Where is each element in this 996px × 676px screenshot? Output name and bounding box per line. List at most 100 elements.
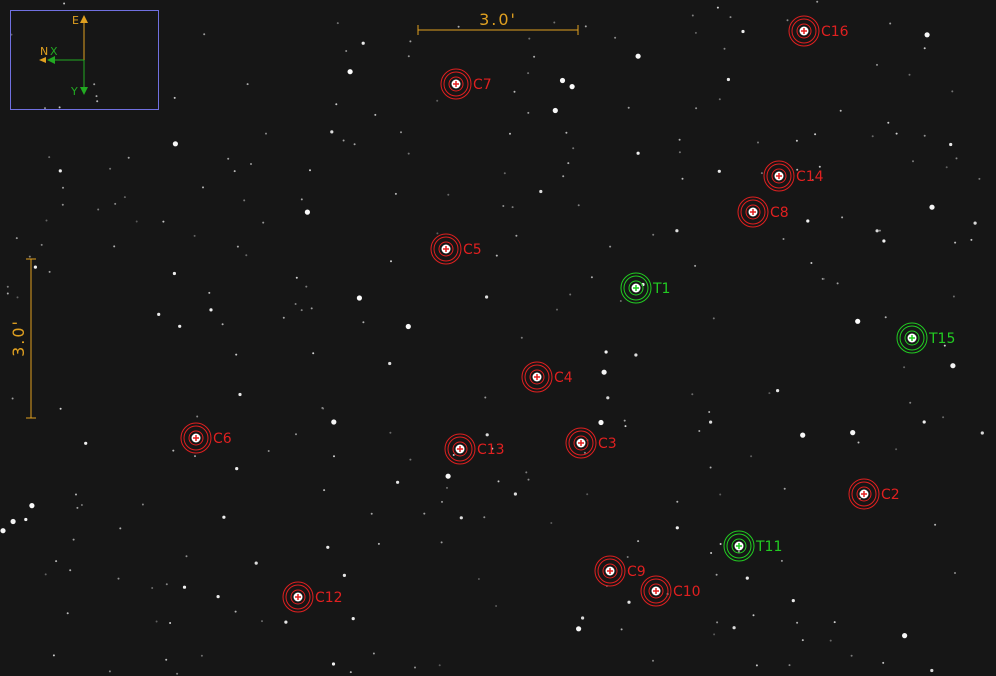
background-star xyxy=(713,633,716,636)
background-star xyxy=(48,270,51,273)
aperture-c5[interactable]: C5 xyxy=(430,233,482,265)
background-star xyxy=(737,550,740,553)
background-star xyxy=(157,312,161,316)
background-star xyxy=(902,633,908,639)
aperture-label: C5 xyxy=(463,242,482,258)
background-star xyxy=(567,162,570,165)
background-star xyxy=(396,480,400,484)
background-star xyxy=(606,396,610,400)
aperture-label: C8 xyxy=(770,205,789,221)
background-star xyxy=(24,517,28,522)
aperture-c12[interactable]: C12 xyxy=(282,581,343,613)
crosshair-icon xyxy=(193,435,199,441)
background-star xyxy=(930,668,934,673)
background-star xyxy=(300,309,303,312)
background-star xyxy=(114,202,117,205)
background-star xyxy=(760,172,763,175)
aperture-ring xyxy=(904,330,920,346)
background-star xyxy=(788,664,791,667)
aperture-c9[interactable]: C9 xyxy=(594,555,646,587)
crosshair-icon xyxy=(653,588,659,594)
background-star xyxy=(243,199,246,202)
background-star xyxy=(477,578,480,580)
background-star xyxy=(855,318,861,324)
background-star xyxy=(62,186,64,189)
background-star xyxy=(335,103,338,106)
background-star xyxy=(694,31,697,34)
aperture-c6[interactable]: C6 xyxy=(180,422,232,454)
background-star xyxy=(527,111,530,114)
background-star xyxy=(836,282,839,285)
background-star xyxy=(390,260,392,263)
background-star xyxy=(182,585,187,589)
background-star xyxy=(822,277,825,280)
background-star xyxy=(577,204,580,207)
background-star xyxy=(583,451,586,454)
background-star xyxy=(934,523,937,526)
aperture-ring xyxy=(726,533,752,559)
background-star xyxy=(407,55,410,58)
aperture-t15[interactable]: T15 xyxy=(896,322,955,354)
background-star xyxy=(841,216,844,219)
background-star xyxy=(262,221,265,224)
aperture-c4[interactable]: C4 xyxy=(521,361,573,393)
aperture-t11[interactable]: T11 xyxy=(723,530,782,562)
aperture-c8[interactable]: C8 xyxy=(737,196,789,228)
background-star xyxy=(553,21,556,24)
background-star xyxy=(356,295,362,301)
background-star xyxy=(342,573,346,578)
background-star xyxy=(203,33,206,36)
background-star xyxy=(719,543,722,545)
background-star xyxy=(331,662,336,666)
background-star xyxy=(796,621,799,624)
background-star xyxy=(58,169,62,173)
background-star xyxy=(400,131,402,134)
aperture-c7[interactable]: C7 xyxy=(440,68,492,100)
crosshair-icon xyxy=(457,446,463,452)
aperture-label: C7 xyxy=(473,77,492,93)
background-star xyxy=(857,441,860,444)
background-star xyxy=(710,552,713,554)
aperture-c3[interactable]: C3 xyxy=(565,427,617,459)
aperture-c14[interactable]: C14 xyxy=(763,160,824,192)
background-star xyxy=(955,157,958,160)
background-star xyxy=(10,518,16,525)
aperture-ring xyxy=(737,196,769,228)
background-star xyxy=(678,151,681,154)
background-star xyxy=(172,449,175,452)
background-star xyxy=(889,22,892,25)
background-star xyxy=(652,233,655,236)
background-star xyxy=(481,23,483,26)
background-star xyxy=(533,55,536,58)
background-star xyxy=(681,177,684,180)
aperture-c16[interactable]: C16 xyxy=(788,15,849,47)
aperture-c2[interactable]: C2 xyxy=(848,478,900,510)
background-star xyxy=(502,205,505,207)
vertical-scale-bar: 3.0' xyxy=(9,258,36,419)
background-star xyxy=(576,626,582,632)
background-star xyxy=(675,229,679,233)
background-star xyxy=(15,237,18,240)
aperture-c13[interactable]: C13 xyxy=(444,433,505,465)
background-star xyxy=(637,540,640,543)
background-star xyxy=(584,25,587,28)
background-star xyxy=(389,431,392,434)
aperture-t1[interactable]: T1 xyxy=(620,272,670,304)
aperture-ring xyxy=(444,433,476,465)
background-star xyxy=(440,541,443,544)
background-star xyxy=(409,458,412,461)
background-star xyxy=(876,63,878,66)
aperture-ring xyxy=(896,322,928,354)
background-star xyxy=(135,220,138,223)
background-star xyxy=(503,172,506,175)
aperture-c10[interactable]: C10 xyxy=(640,575,701,607)
background-star xyxy=(716,6,719,9)
background-star xyxy=(829,639,832,642)
background-star xyxy=(117,577,120,580)
background-star xyxy=(236,245,239,248)
background-star xyxy=(294,303,297,305)
background-star xyxy=(814,133,817,136)
background-star xyxy=(796,168,799,171)
background-star xyxy=(76,506,79,509)
